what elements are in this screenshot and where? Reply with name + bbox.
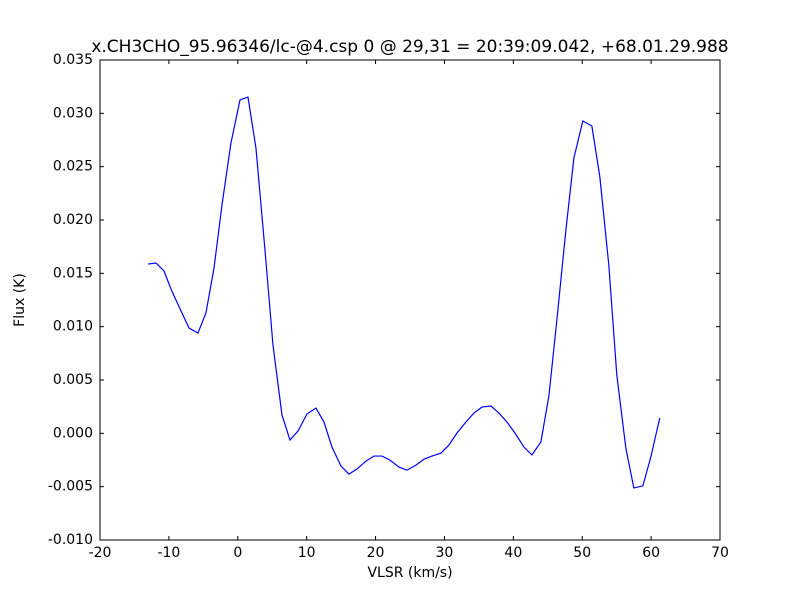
y-tick-label: 0.010 (53, 319, 93, 335)
y-tick-label: 0.000 (53, 425, 93, 441)
x-tick-label: 70 (711, 545, 729, 561)
y-tick-label: 0.025 (53, 159, 93, 175)
y-tick-label: -0.010 (48, 532, 93, 548)
y-tick-label: 0.030 (53, 105, 93, 121)
y-tick-label: 0.020 (53, 212, 93, 228)
x-tick-label: -20 (89, 545, 112, 561)
y-tick-label: 0.015 (53, 265, 93, 281)
y-axis-label: Flux (K) (12, 273, 28, 327)
chart-title: x.CH3CHO_95.96346/lc-@4.csp 0 @ 29,31 = … (91, 37, 728, 57)
y-tick-label: 0.005 (53, 372, 93, 388)
y-tick-label: -0.005 (48, 479, 93, 495)
x-tick-label: -10 (157, 545, 180, 561)
x-tick-label: 30 (436, 545, 454, 561)
x-tick-label: 10 (298, 545, 316, 561)
x-tick-label: 20 (367, 545, 385, 561)
x-tick-label: 0 (233, 545, 242, 561)
y-tick-label: 0.035 (53, 52, 93, 68)
x-tick-label: 60 (642, 545, 660, 561)
x-tick-label: 50 (573, 545, 591, 561)
x-tick-label: 40 (504, 545, 522, 561)
data-line (147, 96, 661, 489)
x-axis-label: VLSR (km/s) (367, 565, 452, 581)
plot-frame (99, 59, 721, 541)
